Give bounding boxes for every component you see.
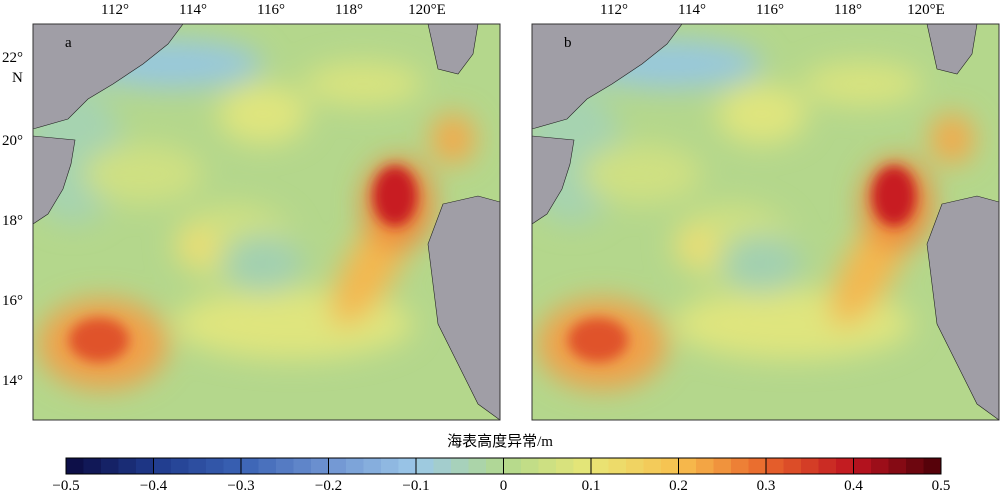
longitude-label: 120°E	[408, 2, 446, 18]
colorbar-cell	[678, 458, 697, 474]
longitude-label: 118°	[834, 2, 862, 18]
colorbar-tick-label: −0.2	[315, 478, 342, 494]
latitude-label: 14°	[2, 373, 23, 389]
colorbar-cell	[731, 458, 749, 474]
colorbar-cell	[66, 458, 84, 474]
colorbar-cell	[83, 458, 102, 474]
longitude-label: 114°	[179, 2, 207, 18]
colorbar-cell	[136, 458, 154, 474]
colorbar-cell	[748, 458, 767, 474]
colorbar-cell	[608, 458, 627, 474]
colorbar-cell	[486, 458, 504, 474]
colorbar-cell	[451, 458, 469, 474]
colorbar-cell	[888, 458, 907, 474]
colorbar-cell	[801, 458, 819, 474]
colorbar-cell	[696, 458, 714, 474]
longitude-label: 114°	[678, 2, 706, 18]
colorbar-cell	[573, 458, 592, 474]
colorbar-cell	[118, 458, 137, 474]
colorbar-tick-label: 0	[500, 478, 508, 494]
colorbar-cell	[521, 458, 539, 474]
colorbar-cell	[853, 458, 872, 474]
longitude-label: 116°	[257, 2, 285, 18]
colorbar-cell	[626, 458, 644, 474]
colorbar-cell	[906, 458, 924, 474]
colorbar-cell	[311, 458, 329, 474]
map-panel-a	[32, 23, 501, 421]
colorbar-cell	[591, 458, 609, 474]
longitude-label: 118°	[335, 2, 363, 18]
colorbar-cell	[363, 458, 382, 474]
colorbar-tick-label: −0.5	[52, 478, 79, 494]
longitude-label: 116°	[756, 2, 784, 18]
colorbar-cell	[188, 458, 207, 474]
colorbar-tick-label: 0.5	[932, 478, 951, 494]
colorbar-cell	[643, 458, 662, 474]
colorbar-cell	[101, 458, 119, 474]
colorbar-cell	[468, 458, 487, 474]
panel-label: b	[564, 35, 572, 51]
colorbar-cell	[223, 458, 242, 474]
colorbar-tick-label: 0.2	[669, 478, 688, 494]
colorbar-cell	[398, 458, 417, 474]
longitude-label: 112°	[600, 2, 628, 18]
latitude-label: 20°	[2, 133, 23, 149]
colorbar-cell	[661, 458, 679, 474]
latitude-label: 18°	[2, 213, 23, 229]
colorbar-cell	[783, 458, 802, 474]
colorbar-cell	[836, 458, 854, 474]
colorbar-cell	[276, 458, 294, 474]
colorbar-cell	[293, 458, 312, 474]
colorbar-cell	[538, 458, 557, 474]
colorbar-cell	[171, 458, 189, 474]
colorbar-tick-label: 0.1	[582, 478, 601, 494]
colorbar-cell	[503, 458, 522, 474]
colorbar-cell	[346, 458, 364, 474]
latitude-label: 16°	[2, 293, 23, 309]
colorbar-cell	[153, 458, 172, 474]
colorbar-cell	[328, 458, 347, 474]
colorbar-cell	[818, 458, 837, 474]
latitude-label: N	[12, 70, 23, 86]
colorbar-cell	[433, 458, 452, 474]
colorbar-cell	[713, 458, 732, 474]
colorbar-cell	[871, 458, 889, 474]
colorbar-cell	[206, 458, 224, 474]
colorbar-cell	[416, 458, 434, 474]
map-panel-b	[531, 23, 1000, 421]
colorbar-tick-label: −0.4	[140, 478, 168, 494]
latitude-label: 22°	[2, 50, 23, 66]
colorbar-cell	[766, 458, 784, 474]
longitude-label: 112°	[101, 2, 129, 18]
colorbar-tick-label: 0.4	[844, 478, 863, 494]
colorbar-cell	[556, 458, 574, 474]
colorbar-cell	[241, 458, 259, 474]
longitude-label: 120°E	[907, 2, 945, 18]
colorbar-title: 海表高度异常/m	[447, 433, 553, 450]
colorbar-cell	[923, 458, 942, 474]
colorbar-tick-label: 0.3	[757, 478, 776, 494]
panel-label: a	[65, 35, 72, 51]
colorbar-tick-label: −0.3	[227, 478, 254, 494]
colorbar-cell	[381, 458, 399, 474]
colorbar-cell	[258, 458, 277, 474]
colorbar-tick-label: −0.1	[402, 478, 429, 494]
